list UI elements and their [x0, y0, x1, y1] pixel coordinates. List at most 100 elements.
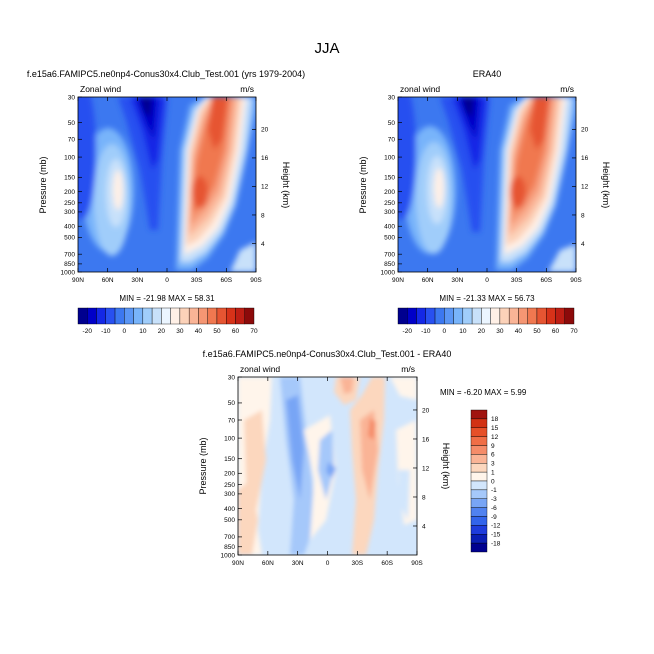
x-tick-label: 0: [485, 277, 489, 284]
y-tick-label: 200: [64, 189, 75, 196]
y-tick-label: 500: [64, 235, 75, 242]
y-tick-label: 300: [384, 209, 395, 216]
colorbar-label: 0: [491, 478, 495, 485]
colorbar-label: -6: [491, 505, 497, 512]
x-tick-label: 0: [165, 277, 169, 284]
y-tick-label: 50: [68, 120, 76, 127]
panel-title: ERA40: [473, 69, 502, 79]
colorbar-label: 0: [443, 328, 447, 335]
colorbar-box: [470, 463, 488, 473]
colorbar-box: [470, 534, 488, 544]
colorbar-box: [470, 480, 488, 491]
y2-tick-label: 16: [581, 155, 589, 162]
y-tick-label: 70: [68, 137, 76, 144]
colorbar-label: 12: [491, 434, 499, 441]
colorbar-box: [114, 307, 125, 325]
panel-right-label: m/s: [240, 84, 254, 94]
y-tick-label: 700: [64, 251, 75, 258]
x-tick-label: 30N: [292, 560, 304, 567]
colorbar-box: [444, 307, 454, 325]
colorbar-box: [179, 307, 190, 325]
colorbar-label: 18: [491, 416, 499, 423]
colorbar-box: [235, 307, 245, 325]
y-tick-label: 250: [64, 200, 75, 207]
colorbar-box: [470, 471, 488, 482]
colorbar-box: [462, 307, 473, 325]
colorbar-label: 60: [552, 328, 560, 335]
contour-field: [398, 97, 576, 272]
colorbar-label: 10: [139, 328, 147, 335]
colorbar-box: [133, 307, 144, 325]
y2-tick-label: 20: [261, 127, 269, 134]
y-tick-label: 200: [224, 471, 235, 478]
y-tick-label: 70: [388, 137, 396, 144]
y-tick-label: 100: [64, 154, 75, 161]
colorbar-label: 0: [123, 328, 127, 335]
panel-title: f.e15a6.FAMIPC5.ne0np4-Conus30x4.Club_Te…: [203, 349, 452, 359]
colorbar-label: 30: [496, 328, 504, 335]
colorbar-label: -20: [83, 328, 93, 335]
colorbar-box: [470, 436, 488, 446]
contour-field: [78, 97, 256, 272]
x-tick-label: 30S: [511, 277, 523, 284]
y-tick-label: 700: [384, 251, 395, 258]
y-axis-label: Pressure (mb): [198, 437, 208, 494]
colorbar-label: 9: [491, 443, 495, 450]
colorbar-box: [207, 307, 218, 325]
colorbar-label: -18: [491, 540, 501, 547]
axis-ticks: 90N 60N 30N 0 30S 60S 90S 30 50 70 100 150 200 250 300…: [61, 94, 269, 284]
panel-right-label: m/s: [560, 84, 574, 94]
y2-axis-label: Height (km): [441, 443, 451, 490]
colorbar-label: -3: [491, 496, 497, 503]
colorbar-label: 20: [478, 328, 486, 335]
y2-axis-label: Height (km): [601, 162, 611, 209]
colorbar-label: 1: [491, 469, 495, 476]
stats-text: MIN = -21.98 MAX = 58.31: [119, 294, 215, 303]
x-tick-label: 30S: [191, 277, 203, 284]
colorbar-box: [453, 307, 464, 325]
y2-axis-label: Height (km): [281, 162, 291, 209]
y-tick-label: 850: [384, 261, 395, 268]
colorbar-box: [244, 307, 255, 325]
panel-right-label: m/s: [401, 364, 415, 374]
colorbar-box: [216, 307, 227, 325]
y-tick-label: 850: [64, 261, 75, 268]
colorbar-box: [170, 307, 181, 325]
colorbar-label: 40: [515, 328, 523, 335]
colorbar-box: [470, 418, 488, 428]
axis-ticks: 90N 60N 30N 0 30S 60S 90S 30 50 70 100 150 200 250 300…: [221, 374, 430, 567]
y-tick-label: 70: [228, 417, 236, 424]
x-tick-label: 90N: [232, 560, 244, 567]
y-axis-label: Pressure (mb): [358, 156, 368, 213]
colorbar-box: [416, 307, 426, 325]
colorbar-box: [470, 445, 488, 455]
colorbar-label: -10: [101, 328, 111, 335]
colorbar-label: 10: [459, 328, 467, 335]
colorbar-box: [425, 307, 436, 325]
y-tick-label: 400: [64, 224, 75, 231]
y-tick-label: 200: [384, 189, 395, 196]
colorbar-box: [77, 307, 88, 325]
x-tick-label: 30N: [451, 277, 463, 284]
panel-left-label: zonal wind: [400, 84, 440, 94]
x-tick-label: 60S: [381, 560, 393, 567]
colorbar-label: 30: [176, 328, 184, 335]
x-tick-label: 60N: [102, 277, 114, 284]
y2-tick-label: 12: [581, 184, 589, 191]
y-tick-label: 30: [388, 94, 396, 101]
colorbar-label: 15: [491, 425, 499, 432]
y2-tick-label: 12: [261, 184, 269, 191]
colorbar-box: [87, 307, 97, 325]
colorbar-box: [481, 307, 491, 325]
colorbar-label: -10: [421, 328, 431, 335]
colorbar-box: [527, 307, 538, 325]
colorbar: -20 -10 0 10 20 30 40 50 60 70: [397, 307, 578, 335]
x-tick-label: 60S: [221, 277, 233, 284]
axis-ticks: 90N 60N 30N 0 30S 60S 90S 30 50 70 100 150 200 250 300…: [381, 94, 589, 284]
y-tick-label: 150: [384, 175, 395, 182]
y-axis-label: Pressure (mb): [38, 156, 48, 213]
colorbar-box: [434, 307, 445, 325]
y-tick-label: 700: [224, 534, 235, 541]
colorbar-box: [499, 307, 510, 325]
